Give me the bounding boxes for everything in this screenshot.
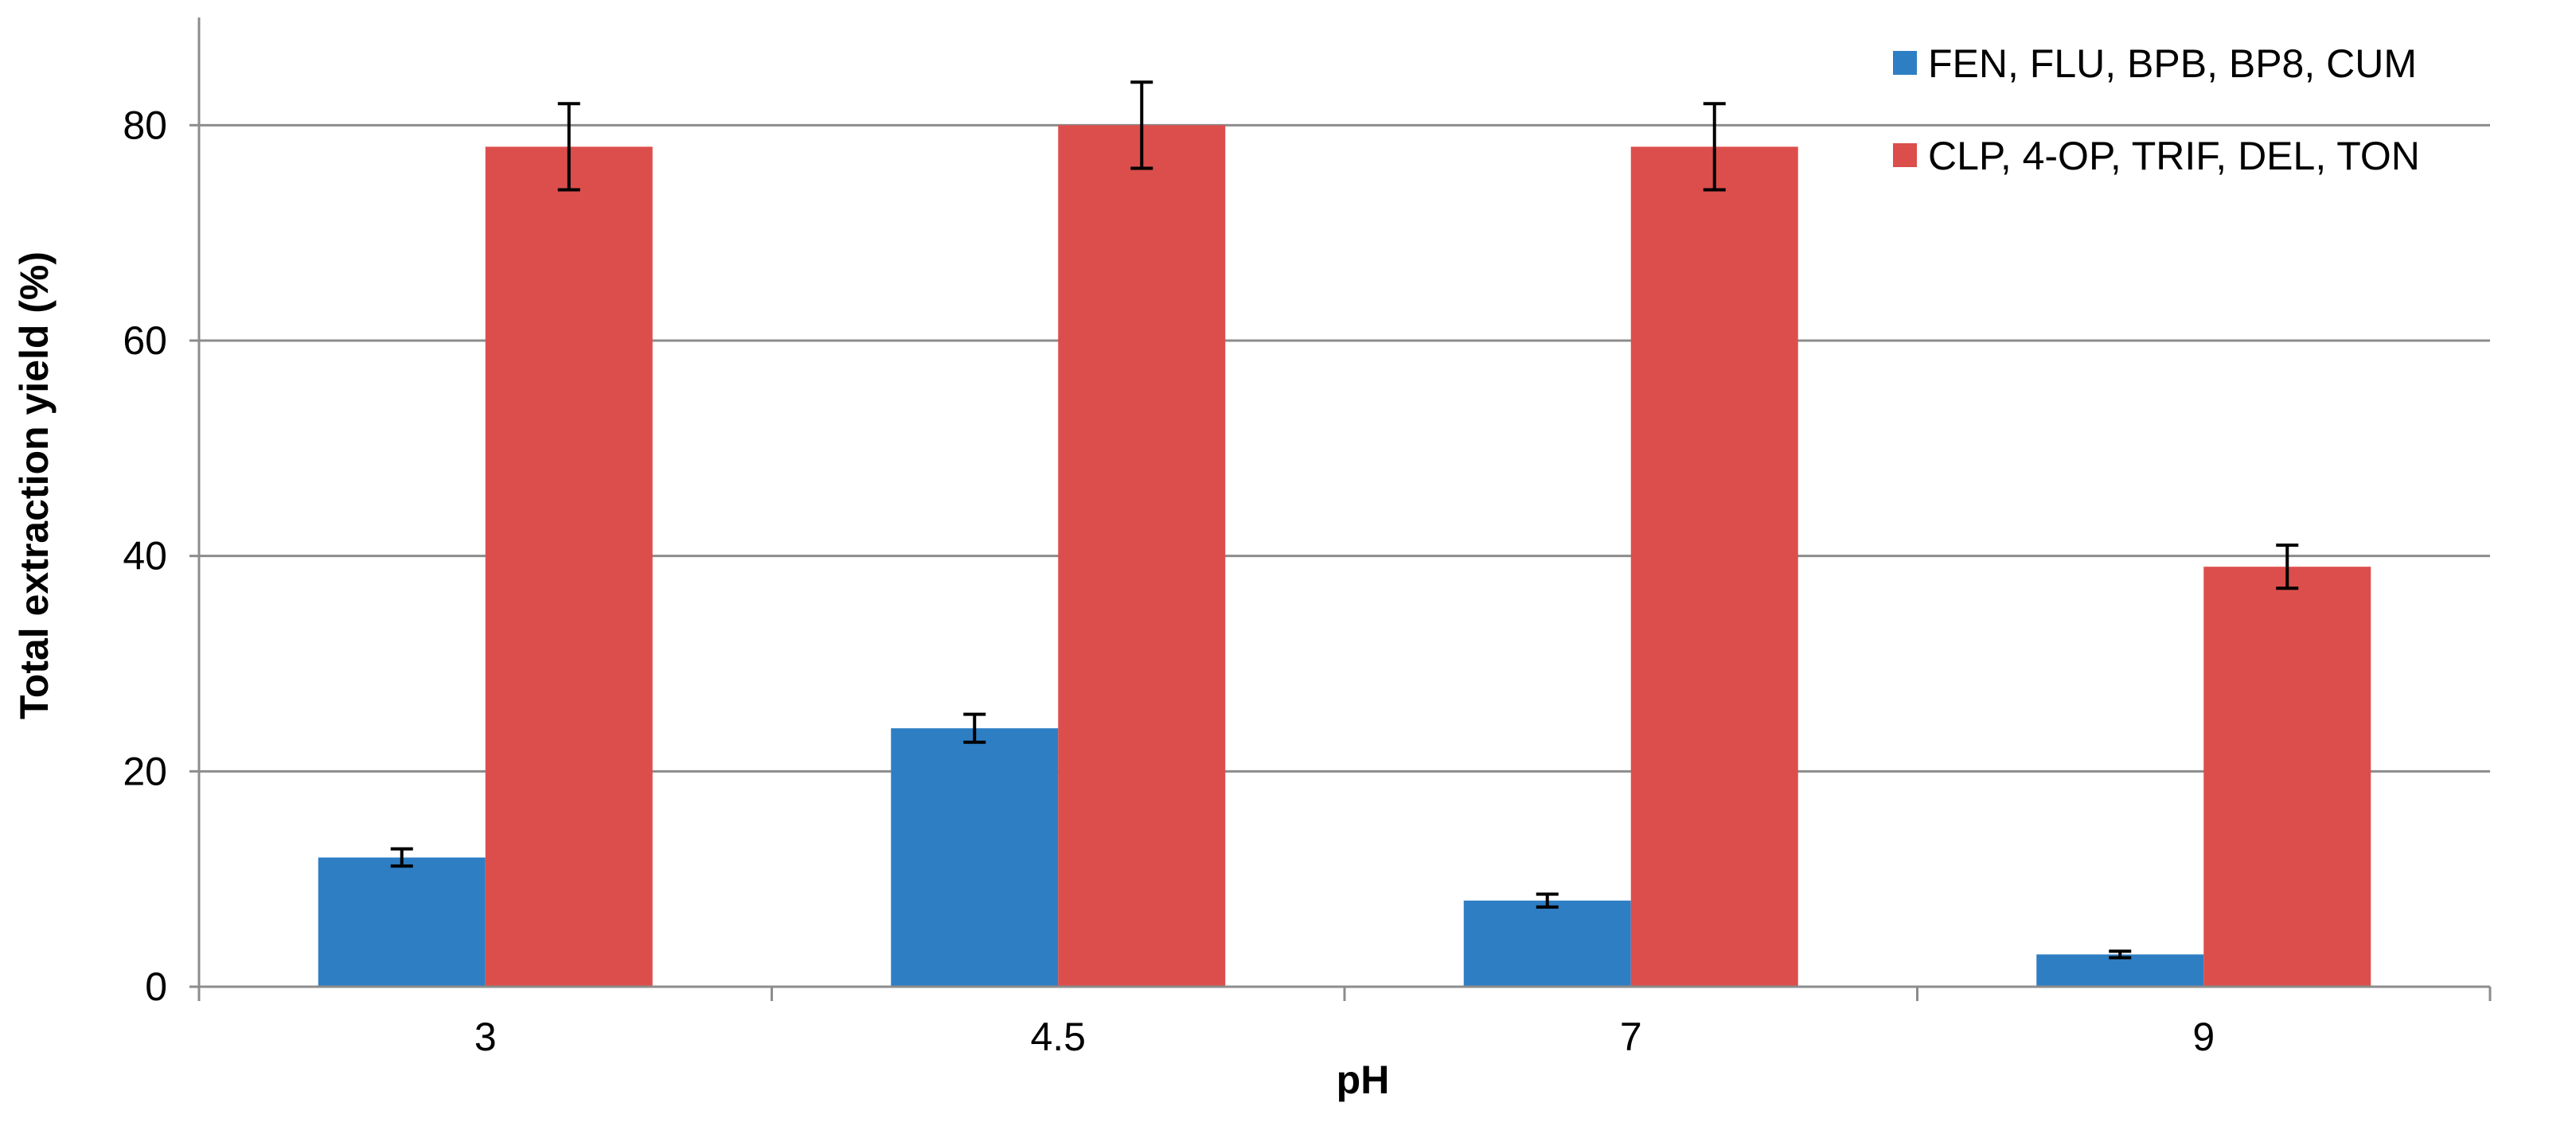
legend-label-series-2: CLP, 4-OP, TRIF, DEL, TON — [1928, 134, 2420, 178]
bar-series-1 — [2036, 954, 2204, 987]
legend-swatch-series-1 — [1893, 51, 1917, 75]
y-tick-label: 40 — [123, 534, 167, 579]
error-bars — [390, 80, 2299, 960]
legend-label-series-1: FEN, FLU, BPB, BP8, CUM — [1928, 41, 2417, 86]
y-tick-labels: 0 20 40 60 80 — [123, 103, 167, 1009]
bar-series-1 — [318, 857, 486, 987]
x-tick-label: 7 — [1620, 1015, 1642, 1059]
y-tick-label: 20 — [123, 749, 167, 793]
bar-series-1 — [1463, 900, 1631, 987]
axes — [189, 18, 2492, 1001]
x-tick-label: 4.5 — [1030, 1015, 1086, 1059]
bar-series-2 — [1058, 125, 1226, 987]
bar-series-1 — [891, 728, 1059, 987]
x-tick-label: 3 — [474, 1015, 497, 1059]
x-axis-title: pH — [1337, 1058, 1390, 1102]
y-tick-label: 0 — [145, 964, 167, 1009]
bar-series-2 — [1630, 146, 1798, 987]
legend-swatch-series-2 — [1893, 143, 1917, 167]
x-tick-labels: 3 4.5 7 9 — [474, 1015, 2215, 1059]
y-axis-title: Total extraction yield (%) — [12, 251, 57, 719]
bars — [318, 125, 2371, 987]
y-tick-label: 60 — [123, 318, 167, 363]
bar-series-2 — [2203, 567, 2371, 987]
x-tick-label: 9 — [2192, 1015, 2215, 1059]
y-tick-label: 80 — [123, 103, 167, 147]
legend: FEN, FLU, BPB, BP8, CUM CLP, 4-OP, TRIF,… — [1893, 41, 2420, 178]
bar-series-2 — [485, 146, 653, 987]
